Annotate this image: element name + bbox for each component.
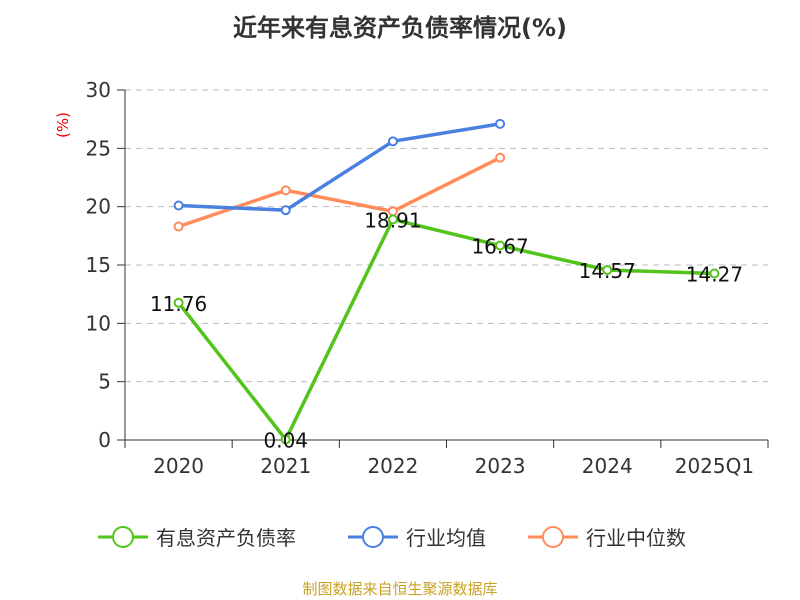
series-line [178,122,501,212]
data-point [387,136,398,147]
data-point [495,152,506,163]
legend-marker [542,526,564,548]
data-label: 16.67 [471,235,528,259]
x-tick-label: 2023 [475,454,526,478]
data-point [495,118,506,129]
data-label: 11.76 [150,292,207,316]
data-point [495,240,506,251]
chart-title: 近年来有息资产负债率情况(%) [233,14,567,42]
data-point [602,265,613,276]
y-tick-label: 10 [86,311,111,335]
data-point [280,185,291,196]
series-line [178,156,501,229]
y-tick-label: 20 [86,195,111,219]
legend-label: 行业中位数 [586,526,686,550]
source-note: 制图数据来自恒生聚源数据库 [302,580,498,598]
x-tick-label: 2024 [582,454,633,478]
y-tick-label: 15 [86,253,111,277]
y-tick-label: 25 [86,136,111,160]
series-line [177,217,715,443]
data-point [173,200,184,211]
y-axis-label: (%) [54,112,72,138]
data-point [280,205,291,216]
data-label: 14.57 [579,259,636,283]
x-tick-label: 2022 [367,454,418,478]
legend-label: 有息资产负债率 [156,526,296,550]
y-tick-label: 30 [86,78,111,102]
data-point [173,221,184,232]
x-tick-label: 2021 [260,454,311,478]
data-label: 18.91 [364,208,421,232]
data-label: 0.04 [263,429,308,453]
legend-marker [112,526,134,548]
legend-label: 行业均值 [406,526,486,550]
data-point [173,297,184,308]
data-point [280,434,291,445]
x-tick-label: 2020 [153,454,204,478]
y-tick-label: 5 [98,370,111,394]
x-tick-label: 2025Q1 [675,454,754,478]
data-point [709,268,720,279]
y-tick-label: 0 [98,428,111,452]
legend-marker [362,526,384,548]
data-label: 14.27 [686,263,743,287]
data-point [387,214,398,225]
